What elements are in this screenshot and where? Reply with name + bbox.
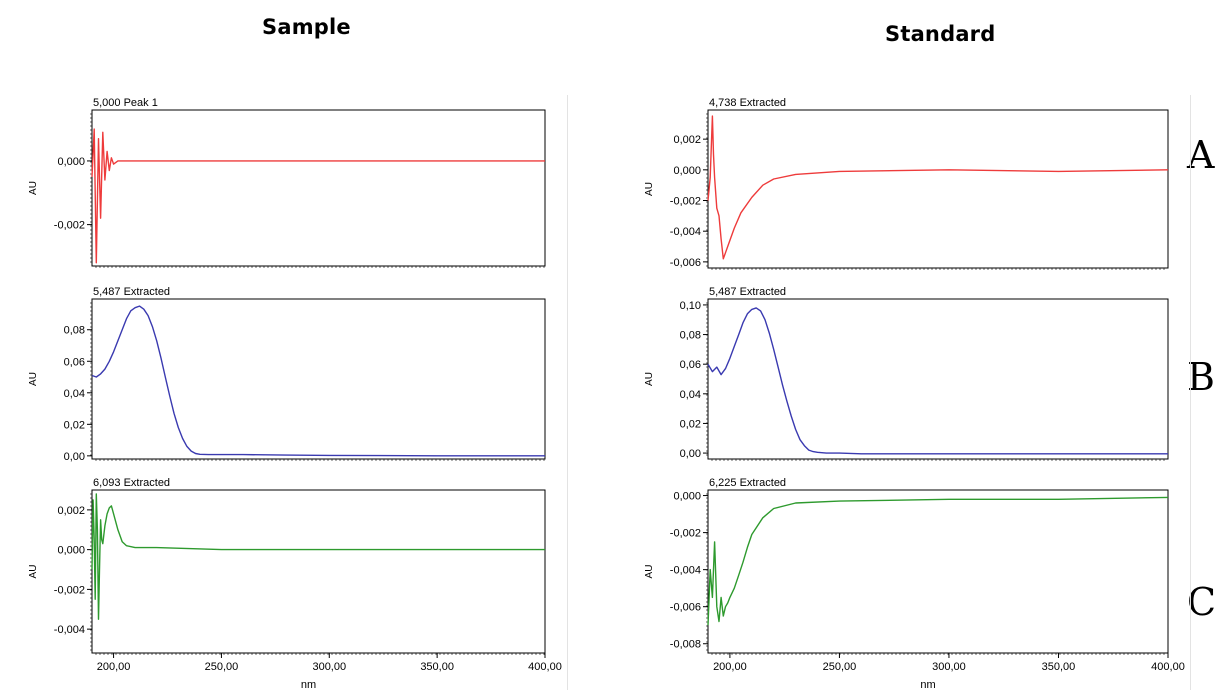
column-divider <box>567 95 568 690</box>
chart-title: 5,000 Peak 1 <box>93 97 158 109</box>
chart-sample-a: 0,000 -0,002 AU 5,000 Peak 1 <box>28 97 546 268</box>
y-axis-label: AU <box>644 372 655 386</box>
row-letter-b: B <box>1187 355 1215 399</box>
spectrum-line <box>707 496 1169 626</box>
y-tick-label: 0,00 <box>64 451 85 463</box>
spectrum-line <box>91 305 545 457</box>
x-tick-label: 200,00 <box>97 661 131 673</box>
y-tick-label: 0,000 <box>57 156 85 168</box>
plot-frame <box>91 109 546 267</box>
y-tick-label: 0,06 <box>64 356 85 368</box>
x-tick-label: 250,00 <box>205 661 239 673</box>
x-tick-label: 400,00 <box>1151 661 1185 673</box>
x-axis-label: nm <box>301 679 316 690</box>
y-tick-label: 0,04 <box>64 388 85 400</box>
y-tick-label: 0,10 <box>680 300 701 312</box>
y-tick-label: -0,004 <box>670 565 701 577</box>
y-tick-label: -0,006 <box>670 257 701 269</box>
sample-column-title: Sample <box>262 15 351 39</box>
x-tick-label: 400,00 <box>528 661 562 673</box>
x-tick-label: 300,00 <box>932 661 966 673</box>
y-tick-label: -0,002 <box>54 584 85 596</box>
y-tick-label: 0,08 <box>64 325 85 337</box>
y-tick-label: 0,02 <box>64 419 85 431</box>
chart-title: 4,738 Extracted <box>709 97 786 109</box>
y-axis-label: AU <box>644 565 655 579</box>
y-tick-label: -0,004 <box>670 226 701 238</box>
y-tick-label: 0,00 <box>680 448 701 460</box>
row-letter-c: C <box>1187 580 1217 624</box>
spectrum-line <box>707 115 1169 260</box>
y-tick-label: -0,004 <box>54 624 85 636</box>
standard-column-title: Standard <box>885 22 996 46</box>
y-tick-label: 0,002 <box>57 505 85 517</box>
y-axis-label: AU <box>28 565 39 579</box>
y-tick-label: 0,000 <box>57 545 85 557</box>
y-tick-label: 0,002 <box>673 134 701 146</box>
plot-frame <box>707 109 1169 269</box>
x-tick-label: 200,00 <box>713 661 747 673</box>
x-tick-label: 350,00 <box>420 661 454 673</box>
y-tick-label: 0,04 <box>680 389 701 401</box>
x-axis-label: nm <box>920 679 935 690</box>
x-tick-label: 350,00 <box>1042 661 1076 673</box>
y-tick-label: -0,002 <box>670 528 701 540</box>
plot-frame <box>91 489 546 654</box>
plot-frame <box>707 489 1169 654</box>
x-tick-label: 300,00 <box>312 661 346 673</box>
right-edge-divider <box>1190 95 1191 690</box>
chart-standard-c: 0,000 -0,002 -0,004 -0,006 -0,008 200,00 250,0… <box>644 477 1185 690</box>
chart-sample-c: 0,002 0,000 -0,002 -0,004 200,00 250,00 300,00… <box>28 477 562 690</box>
spectrum-line <box>707 307 1168 455</box>
chart-title: 5,487 Extracted <box>709 286 786 298</box>
y-tick-label: -0,006 <box>670 602 701 614</box>
y-axis-label: AU <box>28 181 39 195</box>
plot-frame <box>707 298 1169 460</box>
y-tick-label: -0,008 <box>670 639 701 651</box>
chart-standard-a: 0,002 0,000 -0,002 -0,004 -0,006 AU 4,738 Extr… <box>644 97 1169 270</box>
y-axis-label: AU <box>28 372 39 386</box>
y-tick-label: -0,002 <box>670 196 701 208</box>
spectrum-line <box>91 493 545 620</box>
y-tick-label: 0,06 <box>680 359 701 371</box>
y-tick-label: 0,000 <box>673 165 701 177</box>
spectrum-line <box>91 128 545 264</box>
y-tick-label: 0,02 <box>680 418 701 430</box>
chart-sample-b: 0,08 0,06 0,04 0,02 0,00 AU 5,487 Extracted <box>28 286 546 463</box>
chart-title: 6,225 Extracted <box>709 477 786 489</box>
row-letter-a: A <box>1187 133 1215 177</box>
plot-frame <box>91 298 546 460</box>
chart-title: 6,093 Extracted <box>93 477 170 489</box>
y-tick-label: -0,002 <box>54 220 85 232</box>
chart-title: 5,487 Extracted <box>93 286 170 298</box>
chart-standard-b: 0,10 0,08 0,06 0,04 0,02 0,00 AU 5,487 Extracte… <box>644 286 1169 461</box>
y-axis-label: AU <box>644 182 655 196</box>
y-tick-label: 0,08 <box>680 330 701 342</box>
y-tick-label: 0,000 <box>673 491 701 503</box>
x-tick-label: 250,00 <box>823 661 857 673</box>
